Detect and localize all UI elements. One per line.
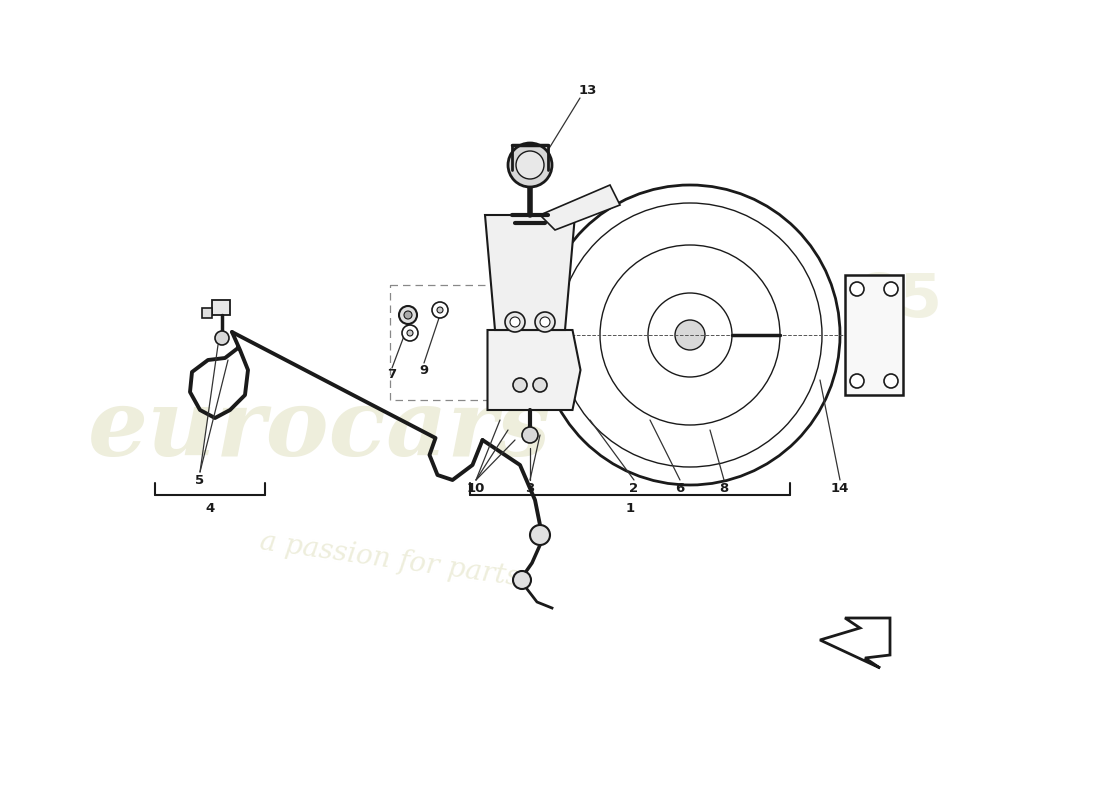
Text: 1: 1 xyxy=(626,502,635,515)
Circle shape xyxy=(505,312,525,332)
Text: 6: 6 xyxy=(675,482,684,494)
Circle shape xyxy=(540,317,550,327)
Circle shape xyxy=(530,525,550,545)
Circle shape xyxy=(884,374,898,388)
Circle shape xyxy=(534,378,547,392)
Circle shape xyxy=(600,245,780,425)
Text: 4: 4 xyxy=(206,502,214,515)
Polygon shape xyxy=(202,308,212,318)
Text: 3: 3 xyxy=(526,482,535,494)
Circle shape xyxy=(402,325,418,341)
Text: 85: 85 xyxy=(858,270,943,330)
Text: a passion for parts: a passion for parts xyxy=(258,528,521,592)
Polygon shape xyxy=(845,275,903,395)
Circle shape xyxy=(516,151,544,179)
Circle shape xyxy=(437,307,443,313)
Circle shape xyxy=(214,331,229,345)
Circle shape xyxy=(850,374,864,388)
Circle shape xyxy=(540,185,840,485)
Polygon shape xyxy=(485,215,575,330)
Circle shape xyxy=(508,143,552,187)
Text: 7: 7 xyxy=(387,369,397,382)
Circle shape xyxy=(522,427,538,443)
Text: 2: 2 xyxy=(629,482,639,494)
Circle shape xyxy=(513,378,527,392)
Polygon shape xyxy=(540,185,620,230)
Circle shape xyxy=(850,282,864,296)
Circle shape xyxy=(510,317,520,327)
Circle shape xyxy=(432,302,448,318)
Text: 10: 10 xyxy=(466,482,485,494)
Polygon shape xyxy=(487,330,581,410)
Circle shape xyxy=(407,330,412,336)
Text: 14: 14 xyxy=(830,482,849,494)
Circle shape xyxy=(675,320,705,350)
Circle shape xyxy=(648,293,732,377)
Circle shape xyxy=(399,306,417,324)
Text: 8: 8 xyxy=(719,482,728,494)
Text: 5: 5 xyxy=(196,474,205,486)
Circle shape xyxy=(513,571,531,589)
Polygon shape xyxy=(212,300,230,315)
Circle shape xyxy=(558,203,822,467)
Text: 13: 13 xyxy=(579,83,597,97)
Circle shape xyxy=(535,312,556,332)
Polygon shape xyxy=(820,618,890,668)
Text: eurocars: eurocars xyxy=(88,385,552,475)
Circle shape xyxy=(404,311,412,319)
Circle shape xyxy=(884,282,898,296)
Text: 9: 9 xyxy=(419,363,429,377)
